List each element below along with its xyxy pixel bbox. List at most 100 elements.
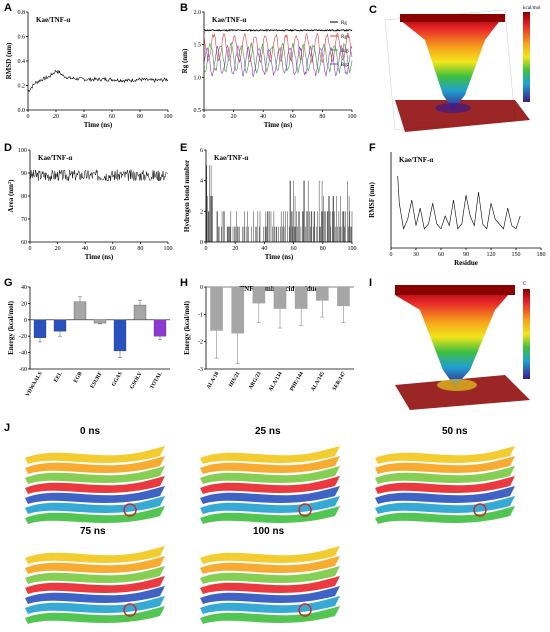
y-tick-label: 100 [18, 148, 27, 154]
x-axis-label: Time (ns) [264, 121, 293, 129]
series-line-rgz [203, 44, 353, 78]
y-tick-label: 0.6 [18, 35, 26, 41]
free-energy-landscape-3d: C [395, 282, 530, 410]
chart-title: Kae/TNF-α [36, 16, 70, 24]
y-tick-label: -2 [198, 340, 203, 346]
protein-snapshot [200, 546, 340, 624]
beta-strand [25, 466, 165, 484]
x-tick-label: 20 [55, 246, 61, 252]
snapshot-label: 75 ns [80, 526, 106, 537]
beta-strand [25, 556, 165, 574]
snapshot-label: 0 ns [80, 426, 101, 437]
x-tick-label: 100 [164, 114, 173, 120]
beta-strand [200, 586, 340, 604]
y-tick-label: 0.2 [18, 84, 26, 90]
energy-components-chart: -60 -40 -20 0 20 40 Energy (kcal/mol) VDWAALS EE… [7, 285, 170, 398]
category-label: VDWAALS [25, 371, 44, 398]
residue-bar-his-21 [231, 287, 245, 334]
panel-g: G -60 -40 -20 0 20 40 Energy (kcal/mol) VDWAALS… [0, 275, 180, 415]
y-tick-label: 40 [21, 285, 27, 291]
rg-chart: 0 20 40 60 80 100 0.5 1.0 1.5 2.0 Time (ns) Rg (nm)… [181, 10, 357, 129]
beta-strand [200, 466, 340, 484]
y-tick-label: 2 [200, 209, 203, 215]
protein-snapshot [25, 446, 165, 524]
x-tick-label: 40 [261, 246, 267, 252]
energy-bar-ggas [113, 319, 127, 352]
residue-bar-arg-23 [252, 287, 266, 304]
x-axis-label: Time (ns) [265, 253, 294, 261]
panel-label: G [4, 277, 13, 289]
category-label: ALA/18 [206, 371, 221, 390]
x-axis-label: Time (ns) [84, 121, 113, 129]
y-axis-label: Energy (kcal/mol) [7, 300, 15, 355]
beta-strand [200, 476, 340, 494]
y-axis-label: Energy (kcal/mol) [183, 300, 191, 355]
y-tick-label: -20 [19, 334, 27, 340]
y-tick-label: 0 [200, 240, 203, 246]
colorbar [523, 12, 530, 102]
panel-e: E 0 20 40 60 80 100 0 2 4 6 Time (ns) Hydrogen bond… [180, 140, 365, 275]
free-energy-landscape-3d: kcal/mol [384, 6, 541, 132]
x-tick-label: 60 [110, 246, 116, 252]
y-tick-label: 80 [21, 194, 27, 200]
beta-strand [200, 496, 340, 514]
x-tick-label: 90 [463, 252, 469, 258]
y-tick-label: 1.5 [194, 43, 202, 49]
protein-snapshot [200, 446, 340, 524]
x-tick-label: 60 [438, 252, 444, 258]
panel-h: H -3 -2 -1 0 Energy (kcal/mol) TNF-α amino ac… [180, 275, 365, 415]
x-tick-label: 0 [27, 114, 30, 120]
x-axis-label: Residue [454, 259, 478, 267]
category-label: ARG/23 [248, 371, 263, 391]
sasa-line [29, 169, 168, 182]
snapshot-label: 100 ns [253, 526, 285, 537]
energy-bar-egb [73, 301, 87, 320]
category-label: HIS/21 [228, 371, 242, 389]
category-label: PHE/144 [289, 371, 305, 392]
beta-strand [375, 466, 515, 484]
chart-title: Kae/TNF-α [38, 154, 72, 162]
residue-bar-phe-144 [294, 287, 308, 309]
legend-label: Rgz [341, 63, 350, 68]
panel-label: I [369, 277, 373, 289]
beta-strand [25, 596, 165, 614]
rmsf-line [397, 175, 521, 230]
beta-strand [375, 476, 515, 494]
category-label: SER/147 [332, 371, 348, 392]
y-tick-label: -60 [19, 367, 27, 373]
hbond-chart: 0 20 40 60 80 100 0 2 4 6 Time (ns) Hydrogen bond n… [183, 148, 357, 261]
category-label: ESURF [90, 370, 105, 389]
beta-strand [25, 446, 165, 464]
x-tick-label: 100 [348, 114, 357, 120]
chart-title: Kae/TNF-α [399, 156, 433, 164]
rmsd-line [27, 69, 169, 92]
panel-d: D 0 20 40 60 80 100 60 70 80 90 100 Time (ns) Area (… [0, 140, 180, 275]
beta-strand [375, 496, 515, 514]
y-tick-label: 0.0 [18, 108, 26, 114]
x-tick-label: 0 [390, 252, 393, 258]
beta-strand [25, 476, 165, 494]
y-tick-label: 4 [200, 179, 203, 185]
category-label: ALA/145 [310, 371, 326, 393]
x-tick-label: 20 [231, 114, 237, 120]
category-label: GGAS [111, 371, 124, 388]
colorbar-title: kcal/mol [523, 6, 541, 11]
protein-snapshot [375, 446, 515, 524]
beta-strand [200, 546, 340, 564]
beta-strand [25, 566, 165, 584]
panel-label: B [180, 2, 188, 14]
ligand [123, 503, 137, 517]
y-axis-label: RMSF (nm) [368, 181, 376, 217]
series-line-rgx [203, 32, 353, 64]
x-tick-label: 20 [232, 246, 238, 252]
rmsf-chart: 0 30 60 90 120 150 180 Residue RMSF (nm) Kae/TNF-… [368, 152, 546, 267]
y-tick-label: -1 [198, 312, 203, 318]
sasa-chart: 0 20 40 60 80 100 60 70 80 90 100 Time (ns) Area (nm… [7, 148, 173, 261]
x-tick-label: 60 [291, 246, 297, 252]
y-tick-label: 60 [21, 240, 27, 246]
panel-i: I C [365, 275, 550, 415]
panel-a: A 0 20 40 60 80 100 0.0 0.2 0.4 0.6 0.8 Time (ns) RM… [0, 0, 180, 140]
x-tick-label: 80 [137, 246, 143, 252]
ligand [298, 603, 312, 617]
